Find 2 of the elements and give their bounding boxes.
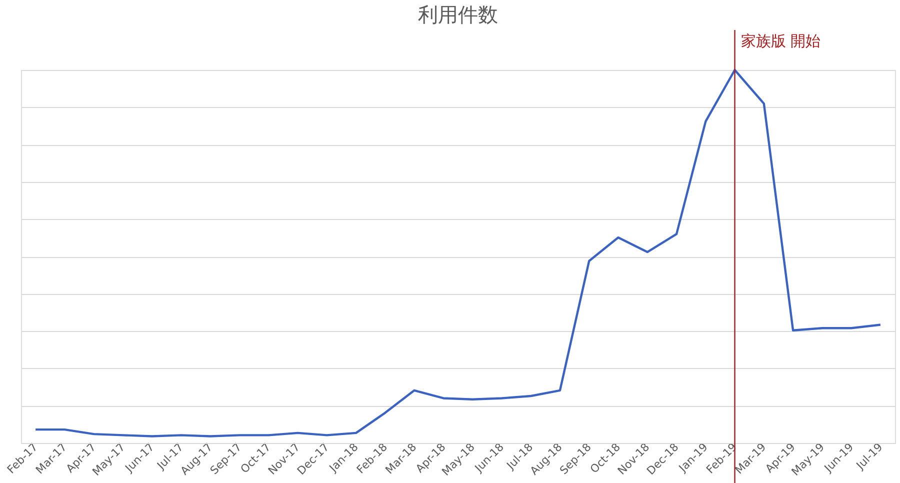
chart-title: 利用件数 bbox=[418, 2, 498, 26]
ref-line-label: 家族版 開始 bbox=[740, 32, 821, 50]
